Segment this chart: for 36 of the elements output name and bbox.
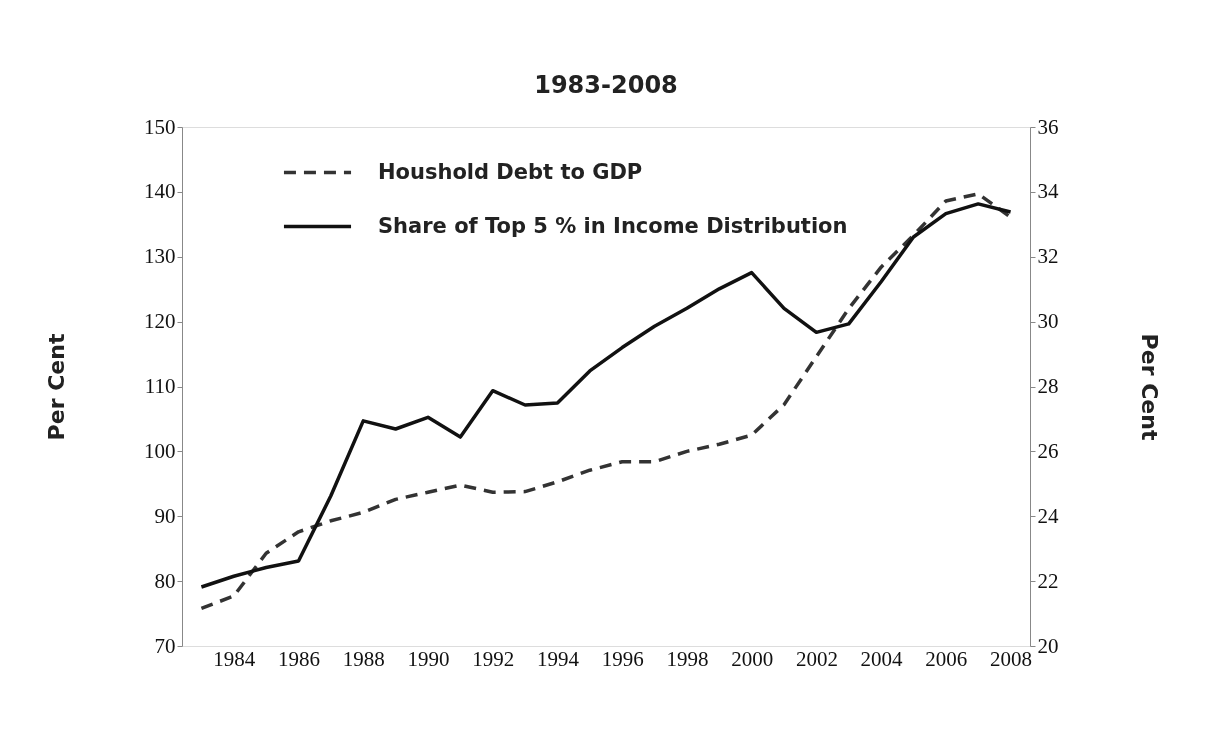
x-tick-label: 2006	[925, 646, 968, 671]
y2-tick-label: 26	[1037, 438, 1059, 463]
y2-tick-label: 28	[1037, 374, 1059, 398]
y-tick-label: 150	[144, 114, 176, 139]
x-tick-label: 2004	[860, 646, 904, 671]
y2-axis-title: Per Cent	[1136, 333, 1162, 441]
x-tick-label: 1986	[278, 646, 321, 671]
y-axis-title: Per Cent	[44, 333, 69, 441]
y2-tick-label: 32	[1037, 244, 1059, 269]
x-tick-label: 1992	[472, 646, 515, 671]
y-tick-label: 90	[154, 503, 176, 528]
x-tick-label: 1994	[536, 646, 580, 671]
y2-tick-label: 30	[1037, 309, 1059, 334]
x-tick-label: 2002	[795, 646, 838, 671]
y2-tick-label: 22	[1037, 568, 1059, 593]
x-tick-label: 2008	[990, 646, 1033, 671]
y-tick-label: 100	[144, 438, 176, 463]
x-tick-label: 1998	[666, 646, 709, 671]
y2-tick-label: 24	[1037, 503, 1059, 528]
y2-tick-label: 34	[1037, 179, 1059, 204]
legend-label: Share of Top 5 % in Income Distribution	[378, 213, 848, 238]
y-tick-label: 80	[154, 568, 176, 593]
y-tick-label: 120	[144, 309, 176, 334]
y2-tick-label: 36	[1037, 114, 1059, 139]
x-tick-label: 1990	[407, 646, 450, 671]
x-tick-label: 1996	[601, 646, 644, 671]
y-tick-label: 70	[154, 633, 176, 658]
legend-label: Houshold Debt to GDP	[378, 159, 643, 184]
x-tick-label: 1988	[342, 646, 385, 671]
y-tick-label: 130	[144, 244, 176, 269]
y-tick-label: 140	[144, 179, 176, 204]
x-tick-label: 1984	[213, 646, 256, 671]
chart-title: 1983-2008	[534, 71, 678, 99]
x-tick-label: 2000	[731, 646, 774, 671]
y2-tick-label: 20	[1037, 633, 1059, 658]
y-tick-label: 110	[144, 374, 176, 398]
